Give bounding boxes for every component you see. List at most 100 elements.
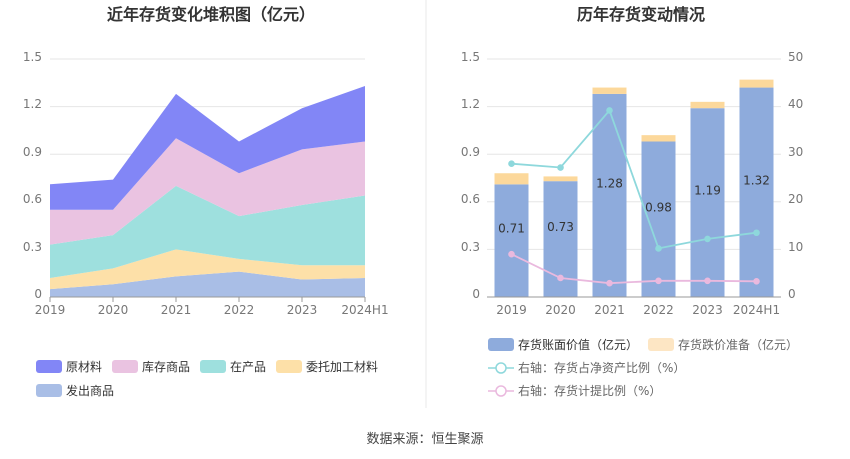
line-provision-ratio bbox=[511, 253, 757, 285]
legend-label-consigned-material: 委托加工材料 bbox=[306, 360, 378, 374]
point-provision-ratio bbox=[655, 277, 662, 285]
left-legend: 原材料 库存商品 在产品 委托加工材料 发出商品 bbox=[36, 359, 378, 398]
area-consigned-material bbox=[50, 249, 365, 290]
right-left-y-tick: 1.5 bbox=[461, 50, 480, 64]
right-left-y-tick: 0.9 bbox=[461, 145, 480, 159]
line-inventory-ratio bbox=[511, 108, 757, 250]
bar-value-label: 0.98 bbox=[645, 200, 672, 214]
legend-marker-inventory-ratio bbox=[495, 362, 507, 374]
left-y-tick: 0 bbox=[34, 287, 42, 301]
right-left-y-tick: 0 bbox=[472, 287, 480, 301]
legend-swatch-consigned-material bbox=[276, 360, 302, 373]
right-right-y-tick: 30 bbox=[788, 145, 803, 159]
data-source-note: 数据来源：恒生聚源 bbox=[366, 432, 483, 447]
right-x-tick-label: 2019 bbox=[496, 303, 527, 317]
bar-impairment-reserve bbox=[494, 173, 529, 185]
legend-item-impairment-reserve[interactable]: 存货跌价准备（亿元） bbox=[648, 337, 798, 352]
left-chart-title: 近年存货变化堆积图（亿元） bbox=[107, 5, 315, 24]
left-y-tick: 1.2 bbox=[23, 97, 42, 111]
bar-impairment-reserve bbox=[690, 101, 725, 109]
legend-label-stock-goods: 库存商品 bbox=[142, 359, 190, 374]
left-x-tick-label: 2023 bbox=[287, 303, 318, 317]
legend-item-book-value[interactable]: 存货账面价值（亿元） bbox=[488, 337, 638, 352]
bar-book-value bbox=[592, 93, 627, 297]
bar-impairment-reserve bbox=[592, 87, 627, 94]
legend-item-raw-material[interactable]: 原材料 bbox=[36, 360, 102, 374]
left-chart-stacked-areas bbox=[50, 86, 365, 297]
left-chart-y-axis: 0 0.3 0.6 0.9 1.2 1.5 bbox=[23, 50, 42, 301]
legend-label-book-value: 存货账面价值（亿元） bbox=[518, 337, 638, 352]
left-x-tick-label: 2020 bbox=[98, 303, 129, 317]
bar-impairment-reserve bbox=[543, 176, 578, 182]
legend-swatch-book-value bbox=[488, 338, 514, 351]
bar-value-label: 0.71 bbox=[498, 222, 525, 236]
legend-swatch-impairment-reserve bbox=[648, 338, 674, 351]
right-x-tick-label: 2024H1 bbox=[733, 303, 780, 317]
right-x-tick-label: 2022 bbox=[643, 303, 674, 317]
point-provision-ratio bbox=[606, 279, 613, 287]
right-chart-bars bbox=[494, 79, 774, 297]
point-inventory-ratio bbox=[753, 229, 760, 237]
bar-impairment-reserve bbox=[739, 79, 774, 88]
bar-book-value bbox=[739, 87, 774, 297]
left-x-tick-label: 2019 bbox=[35, 303, 66, 317]
right-chart-lines bbox=[508, 107, 760, 287]
right-right-y-tick: 20 bbox=[788, 192, 803, 206]
bar-value-label: 1.28 bbox=[596, 176, 623, 190]
legend-swatch-wip bbox=[200, 360, 226, 373]
point-provision-ratio bbox=[753, 277, 760, 285]
legend-swatch-shipped-goods bbox=[36, 384, 62, 397]
left-y-tick: 0.3 bbox=[23, 240, 42, 254]
point-inventory-ratio bbox=[655, 245, 662, 252]
area-wip bbox=[50, 185, 365, 278]
area-raw-material bbox=[50, 86, 365, 210]
point-provision-ratio bbox=[704, 277, 711, 285]
legend-label-raw-material: 原材料 bbox=[66, 360, 102, 374]
area-stock-goods bbox=[50, 138, 365, 245]
bar-book-value bbox=[641, 141, 676, 297]
right-chart-left-y-axis: 0 0.3 0.6 0.9 1.2 1.5 bbox=[461, 50, 480, 301]
point-inventory-ratio bbox=[557, 164, 564, 171]
legend-item-consigned-material[interactable]: 委托加工材料 bbox=[276, 360, 378, 374]
point-inventory-ratio bbox=[508, 160, 515, 168]
legend-item-inventory-ratio[interactable]: 右轴：存货占净资产比例（%） bbox=[488, 360, 685, 375]
area-shipped-goods bbox=[50, 271, 365, 297]
legend-label-shipped-goods: 发出商品 bbox=[66, 383, 114, 398]
left-chart-x-ticks bbox=[49, 297, 366, 302]
legend-item-wip[interactable]: 在产品 bbox=[200, 360, 266, 374]
left-chart-x-axis: 2019 2020 2021 2022 2023 2024H1 bbox=[35, 303, 389, 317]
bar-book-value bbox=[690, 108, 725, 297]
point-inventory-ratio bbox=[704, 235, 711, 243]
left-x-tick-label: 2022 bbox=[224, 303, 255, 317]
left-y-tick: 0.9 bbox=[23, 145, 42, 159]
right-right-y-tick: 50 bbox=[788, 50, 803, 64]
right-x-tick-label: 2021 bbox=[594, 303, 625, 317]
bar-value-label: 0.73 bbox=[547, 220, 574, 234]
right-left-y-tick: 0.3 bbox=[461, 240, 480, 254]
legend-item-provision-ratio[interactable]: 右轴：存货计提比例（%） bbox=[488, 383, 661, 398]
bar-impairment-reserve bbox=[641, 135, 676, 142]
right-chart-x-axis: 2019 2020 2021 2022 2023 2024H1 bbox=[496, 303, 780, 317]
right-chart-right-y-axis: 0 10 20 30 40 50 bbox=[788, 50, 803, 301]
left-x-tick-label: 2024H1 bbox=[341, 303, 388, 317]
legend-label-wip: 在产品 bbox=[230, 360, 266, 374]
point-provision-ratio bbox=[557, 274, 564, 282]
legend-swatch-raw-material bbox=[36, 360, 62, 373]
right-left-y-tick: 0.6 bbox=[461, 192, 480, 206]
legend-marker-provision-ratio bbox=[495, 385, 507, 397]
legend-label-inventory-ratio: 右轴：存货占净资产比例（%） bbox=[518, 360, 685, 375]
bar-value-label: 1.19 bbox=[694, 184, 721, 198]
right-legend: 存货账面价值（亿元） 存货跌价准备（亿元） 右轴：存货占净资产比例（%） 右轴：… bbox=[488, 337, 798, 398]
left-x-tick-label: 2021 bbox=[161, 303, 192, 317]
right-right-y-tick: 10 bbox=[788, 240, 803, 254]
right-chart-title: 历年存货变动情况 bbox=[577, 5, 705, 24]
right-right-y-tick: 40 bbox=[788, 97, 803, 111]
legend-item-shipped-goods[interactable]: 发出商品 bbox=[36, 383, 114, 398]
legend-label-impairment-reserve: 存货跌价准备（亿元） bbox=[678, 337, 798, 352]
legend-swatch-stock-goods bbox=[112, 360, 138, 373]
right-x-tick-label: 2023 bbox=[692, 303, 723, 317]
bar-book-value bbox=[494, 184, 529, 297]
legend-item-stock-goods[interactable]: 库存商品 bbox=[112, 359, 190, 374]
left-y-tick: 1.5 bbox=[23, 50, 42, 64]
